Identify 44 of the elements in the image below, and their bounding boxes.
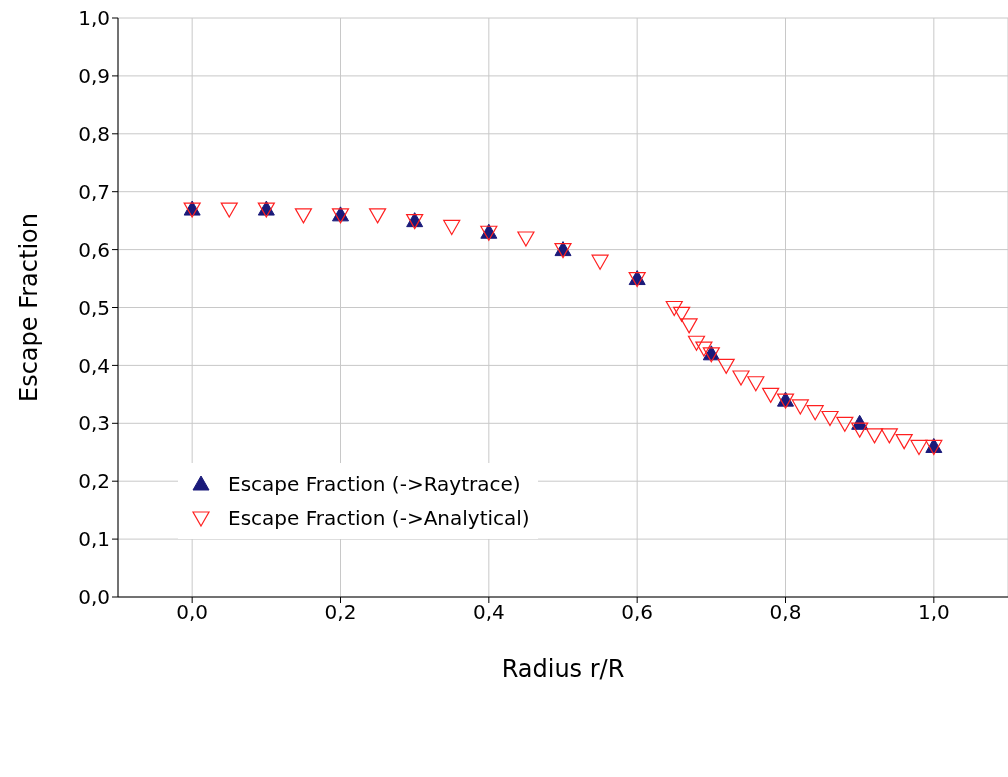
point (665, 300, 683, 317)
point (880, 428, 898, 444)
point (806, 405, 824, 421)
point (443, 219, 461, 236)
y-tick-label: 1,0 (78, 6, 110, 31)
x-tick-label: 0,8 (769, 600, 802, 625)
point (220, 202, 238, 218)
x-tick-label: 0,4 (472, 600, 505, 625)
point (747, 376, 765, 392)
y-tick-label: 0,5 (78, 295, 110, 320)
point (680, 318, 698, 334)
y-tick-label: 0,1 (78, 527, 110, 552)
point (865, 428, 884, 444)
point (732, 370, 750, 386)
point (591, 254, 609, 270)
point (294, 208, 313, 224)
point (762, 387, 780, 403)
legend-label: Escape Fraction (->Analytical) (228, 506, 530, 530)
point (717, 358, 735, 374)
y-tick-label: 0,7 (78, 179, 110, 204)
point (895, 434, 913, 450)
point (687, 335, 706, 351)
point (910, 439, 928, 456)
x-tick-label: 0,6 (621, 600, 654, 625)
x-tick-label: 1,0 (917, 600, 950, 625)
y-axis-title: Escape Fraction (14, 213, 43, 402)
x-tick-label: 0,0 (176, 600, 209, 625)
point (821, 410, 839, 427)
x-axis-title: Radius r/R (501, 655, 625, 683)
y-tick-label: 0,9 (78, 64, 110, 88)
legend-label: Escape Fraction (->Raytrace) (228, 472, 521, 496)
point (791, 399, 809, 415)
y-tick-label: 0,3 (78, 411, 110, 436)
y-tick-label: 0,4 (78, 353, 110, 378)
point (851, 422, 869, 438)
point (673, 306, 691, 322)
point (368, 208, 387, 224)
y-tick-label: 0,2 (78, 469, 110, 494)
y-tick-label: 0,6 (78, 237, 110, 262)
y-tick-label: 0,8 (78, 121, 110, 146)
point (836, 416, 854, 432)
x-tick-label: 0,2 (324, 600, 357, 625)
point (517, 231, 535, 247)
point (695, 341, 713, 357)
